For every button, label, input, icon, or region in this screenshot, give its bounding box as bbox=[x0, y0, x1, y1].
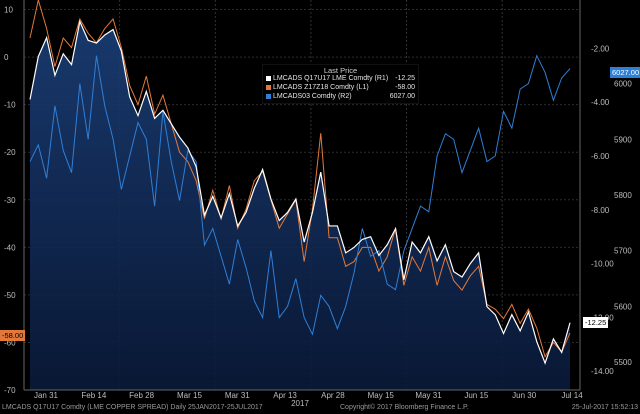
y-right-price-tick-label: -8.00 bbox=[591, 206, 610, 215]
x-tick-label: May 31 bbox=[415, 391, 442, 400]
series-line-r1 bbox=[29, 19, 571, 365]
legend-label: LMCADS Z17Z18 Comdty (L1) bbox=[273, 84, 369, 91]
y-left-tick-label: -30 bbox=[4, 196, 16, 205]
y-right-stock-tick-label: 6000 bbox=[614, 80, 632, 89]
x-tick-label: Feb 28 bbox=[129, 391, 154, 400]
x-tick-label: Jun 30 bbox=[512, 391, 537, 400]
footer-left: LMCADS Q17U17 Comdty (LME COPPER SPREAD)… bbox=[2, 404, 263, 411]
legend-value: -12.25 bbox=[395, 75, 415, 82]
x-axis-label: 2017 bbox=[291, 399, 309, 408]
legend-swatch bbox=[266, 75, 271, 81]
x-tick-label: May 15 bbox=[368, 391, 395, 400]
x-tick-label: Apr 13 bbox=[273, 391, 297, 400]
y-right-stock-tick-label: 5600 bbox=[614, 302, 632, 311]
series-line-r2 bbox=[29, 54, 571, 336]
legend-entry: LMCADS Q17U17 LME Comdty (R1) -12.25 bbox=[266, 75, 415, 84]
y-right-price-tick-label: -4.00 bbox=[591, 98, 610, 107]
x-tick-label: Mar 31 bbox=[225, 391, 250, 400]
last-value-tag-left: -58.00 bbox=[0, 330, 26, 341]
legend: Last Price LMCADS Q17U17 LME Comdty (R1)… bbox=[262, 64, 419, 104]
legend-value: 6027.00 bbox=[389, 93, 415, 100]
y-right-price-tick-label: -10.00 bbox=[591, 260, 614, 269]
y-left-tick-label: -60 bbox=[4, 338, 16, 347]
y-left-tick-label: -50 bbox=[4, 291, 16, 300]
last-value-tag-r1: -12.25 bbox=[583, 317, 609, 328]
y-left-tick-label: 10 bbox=[4, 6, 13, 15]
y-left-tick-label: -70 bbox=[4, 386, 16, 395]
x-tick-label: Apr 28 bbox=[321, 391, 345, 400]
legend-swatch bbox=[266, 84, 271, 90]
y-left-tick-label: 0 bbox=[4, 53, 9, 62]
y-right-stock-tick-label: 5700 bbox=[614, 247, 632, 256]
y-right-price-tick-label: -14.00 bbox=[591, 367, 614, 376]
y-left-tick-label: -40 bbox=[4, 243, 16, 252]
y-right-price-tick-label: -2.00 bbox=[591, 44, 610, 53]
legend-label: LMCADS Q17U17 LME Comdty (R1) bbox=[273, 75, 389, 82]
last-value-tag-r2: 6027.00 bbox=[610, 67, 640, 78]
y-right-stock-tick-label: 5800 bbox=[614, 191, 632, 200]
y-right-stock-tick-label: 5500 bbox=[614, 358, 632, 367]
legend-value: -58.00 bbox=[395, 84, 415, 91]
legend-entry: LMCADS Z17Z18 Comdty (L1) -58.00 bbox=[266, 84, 415, 93]
x-tick-label: Jan 31 bbox=[34, 391, 59, 400]
x-tick-label: Jul 14 bbox=[561, 391, 583, 400]
legend-entry: LMCADS03 Comdty (R2) 6027.00 bbox=[266, 93, 415, 102]
series-line-l1 bbox=[29, 0, 571, 358]
y-right-stock-tick-label: 5900 bbox=[614, 135, 632, 144]
x-tick-label: Mar 15 bbox=[177, 391, 202, 400]
y-left-tick-label: -20 bbox=[4, 148, 16, 157]
x-tick-label: Feb 14 bbox=[81, 391, 106, 400]
footer-right: 25-Jul-2017 15:52:13 bbox=[571, 404, 638, 411]
legend-swatch bbox=[266, 93, 271, 99]
series-lines bbox=[29, 0, 571, 365]
footer-center: Copyright© 2017 Bloomberg Finance L.P. bbox=[340, 404, 469, 411]
y-left-tick-label: -10 bbox=[4, 101, 16, 110]
legend-title: Last Price bbox=[323, 66, 358, 75]
axes: 10 0 -10 -20 -30 -40 -50 -60 -70 -2.00 -4.00 -6.00 -… bbox=[4, 0, 632, 408]
legend-label: LMCADS03 Comdty (R2) bbox=[273, 93, 352, 100]
x-tick-label: Jun 15 bbox=[464, 391, 489, 400]
y-right-price-tick-label: -6.00 bbox=[591, 152, 610, 161]
